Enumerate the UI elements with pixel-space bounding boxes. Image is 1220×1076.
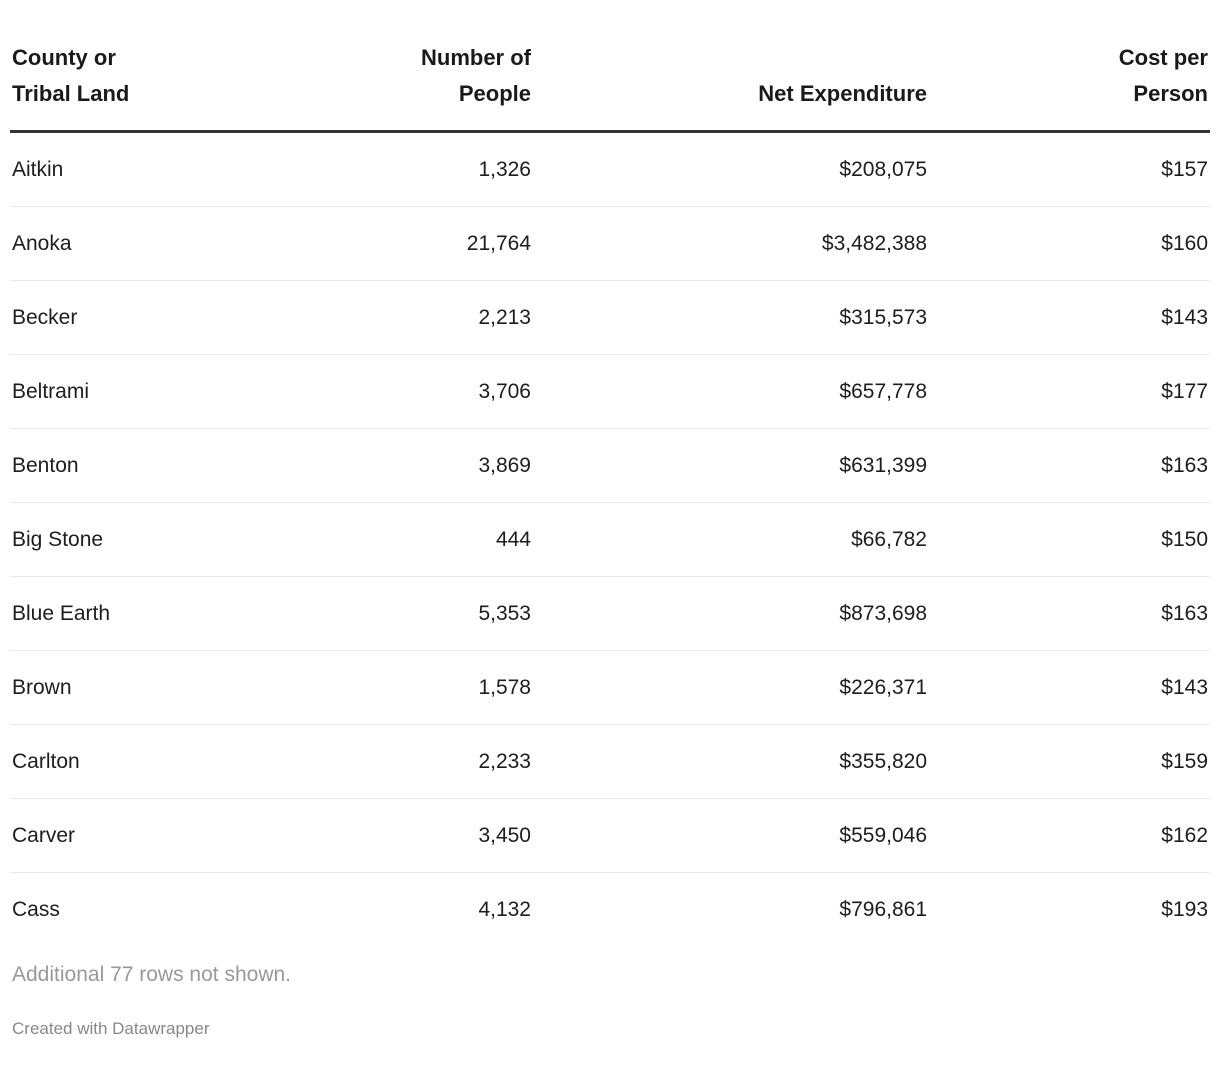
table-row: Big Stone 444 $66,782 $150 (10, 502, 1210, 577)
cost-per-person-cell: $143 (929, 650, 1210, 725)
cost-per-person-cell: $159 (929, 724, 1210, 799)
data-table: County or Tribal Land Number of People N… (10, 0, 1210, 946)
cost-per-person-cell: $157 (929, 131, 1210, 207)
table-row: Benton 3,869 $631,399 $163 (10, 428, 1210, 503)
table-row: Aitkin 1,326 $208,075 $157 (10, 131, 1210, 207)
datawrapper-attribution-link[interactable]: Created with Datawrapper (12, 1019, 210, 1038)
number-of-people-cell: 5,353 (342, 576, 533, 651)
net-expenditure-cell: $3,482,388 (533, 206, 929, 281)
number-of-people-cell: 3,450 (342, 798, 533, 873)
net-expenditure-cell: $559,046 (533, 798, 929, 873)
number-of-people-cell: 1,578 (342, 650, 533, 725)
number-of-people-cell: 4,132 (478, 898, 531, 921)
table-row: Anoka 21,764 $3,482,388 $160 (10, 206, 1210, 281)
county-name-cell: Brown (10, 650, 342, 725)
column-header-number-of-people: Number of People (342, 0, 533, 133)
table-row: Blue Earth 5,353 $873,698 $163 (10, 576, 1210, 651)
net-expenditure-cell: $657,778 (533, 354, 929, 429)
county-name-cell: Big Stone (10, 502, 342, 577)
number-of-people-cell: 1,326 (342, 131, 533, 207)
rows-not-shown-note: Additional 77 rows not shown. (12, 963, 291, 986)
table-row: Carlton 2,233 $355,820 $159 (10, 724, 1210, 799)
table-row: Carver 3,450 $559,046 $162 (10, 798, 1210, 873)
county-name-cell: Becker (10, 280, 342, 355)
net-expenditure-cell: $796,861 (839, 898, 927, 921)
table-row: Beltrami 3,706 $657,778 $177 (10, 354, 1210, 429)
county-name-cell: Carver (10, 798, 342, 873)
net-expenditure-cell: $631,399 (533, 428, 929, 503)
table-row: Brown 1,578 $226,371 $143 (10, 650, 1210, 725)
cost-per-person-cell: $150 (929, 502, 1210, 577)
cost-per-person-cell: $162 (929, 798, 1210, 873)
cost-per-person-cell: $143 (929, 280, 1210, 355)
county-name-cell: Aitkin (10, 131, 342, 207)
cost-per-person-cell: $163 (929, 576, 1210, 651)
header-row: County or Tribal Land Number of People N… (10, 0, 1210, 133)
cost-per-person-cell: $163 (929, 428, 1210, 503)
table-row: Becker 2,213 $315,573 $143 (10, 280, 1210, 355)
table-body: Aitkin 1,326 $208,075 $157 Anoka 21,764 $3,482… (10, 131, 1210, 947)
cost-per-person-cell: $177 (929, 354, 1210, 429)
number-of-people-cell: 3,706 (342, 354, 533, 429)
county-name-cell: Beltrami (10, 354, 342, 429)
cost-per-person-cell: $193 (1161, 898, 1208, 921)
column-header-county-or-tribal-land: County or Tribal Land (10, 0, 342, 133)
net-expenditure-cell: $208,075 (533, 131, 929, 207)
county-name-cell: Benton (10, 428, 342, 503)
net-expenditure-cell: $66,782 (533, 502, 929, 577)
county-name-cell: Cass (12, 898, 60, 921)
county-name-cell: Anoka (10, 206, 342, 281)
cost-per-person-cell: $160 (929, 206, 1210, 281)
number-of-people-cell: 2,213 (342, 280, 533, 355)
net-expenditure-cell: $226,371 (533, 650, 929, 725)
county-name-cell: Blue Earth (10, 576, 342, 651)
number-of-people-cell: 3,869 (342, 428, 533, 503)
table-row: Cass 4,132 $796,861 $193 (10, 873, 1210, 947)
net-expenditure-cell: $873,698 (533, 576, 929, 651)
number-of-people-cell: 444 (342, 502, 533, 577)
number-of-people-cell: 21,764 (342, 206, 533, 281)
net-expenditure-cell: $355,820 (533, 724, 929, 799)
number-of-people-cell: 2,233 (342, 724, 533, 799)
datawrapper-table-widget: County or Tribal Land Number of People N… (10, 0, 1210, 1038)
column-header-cost-per-person: Cost per Person (929, 0, 1210, 133)
column-header-net-expenditure: Net Expenditure (533, 0, 929, 133)
county-name-cell: Carlton (10, 724, 342, 799)
net-expenditure-cell: $315,573 (533, 280, 929, 355)
